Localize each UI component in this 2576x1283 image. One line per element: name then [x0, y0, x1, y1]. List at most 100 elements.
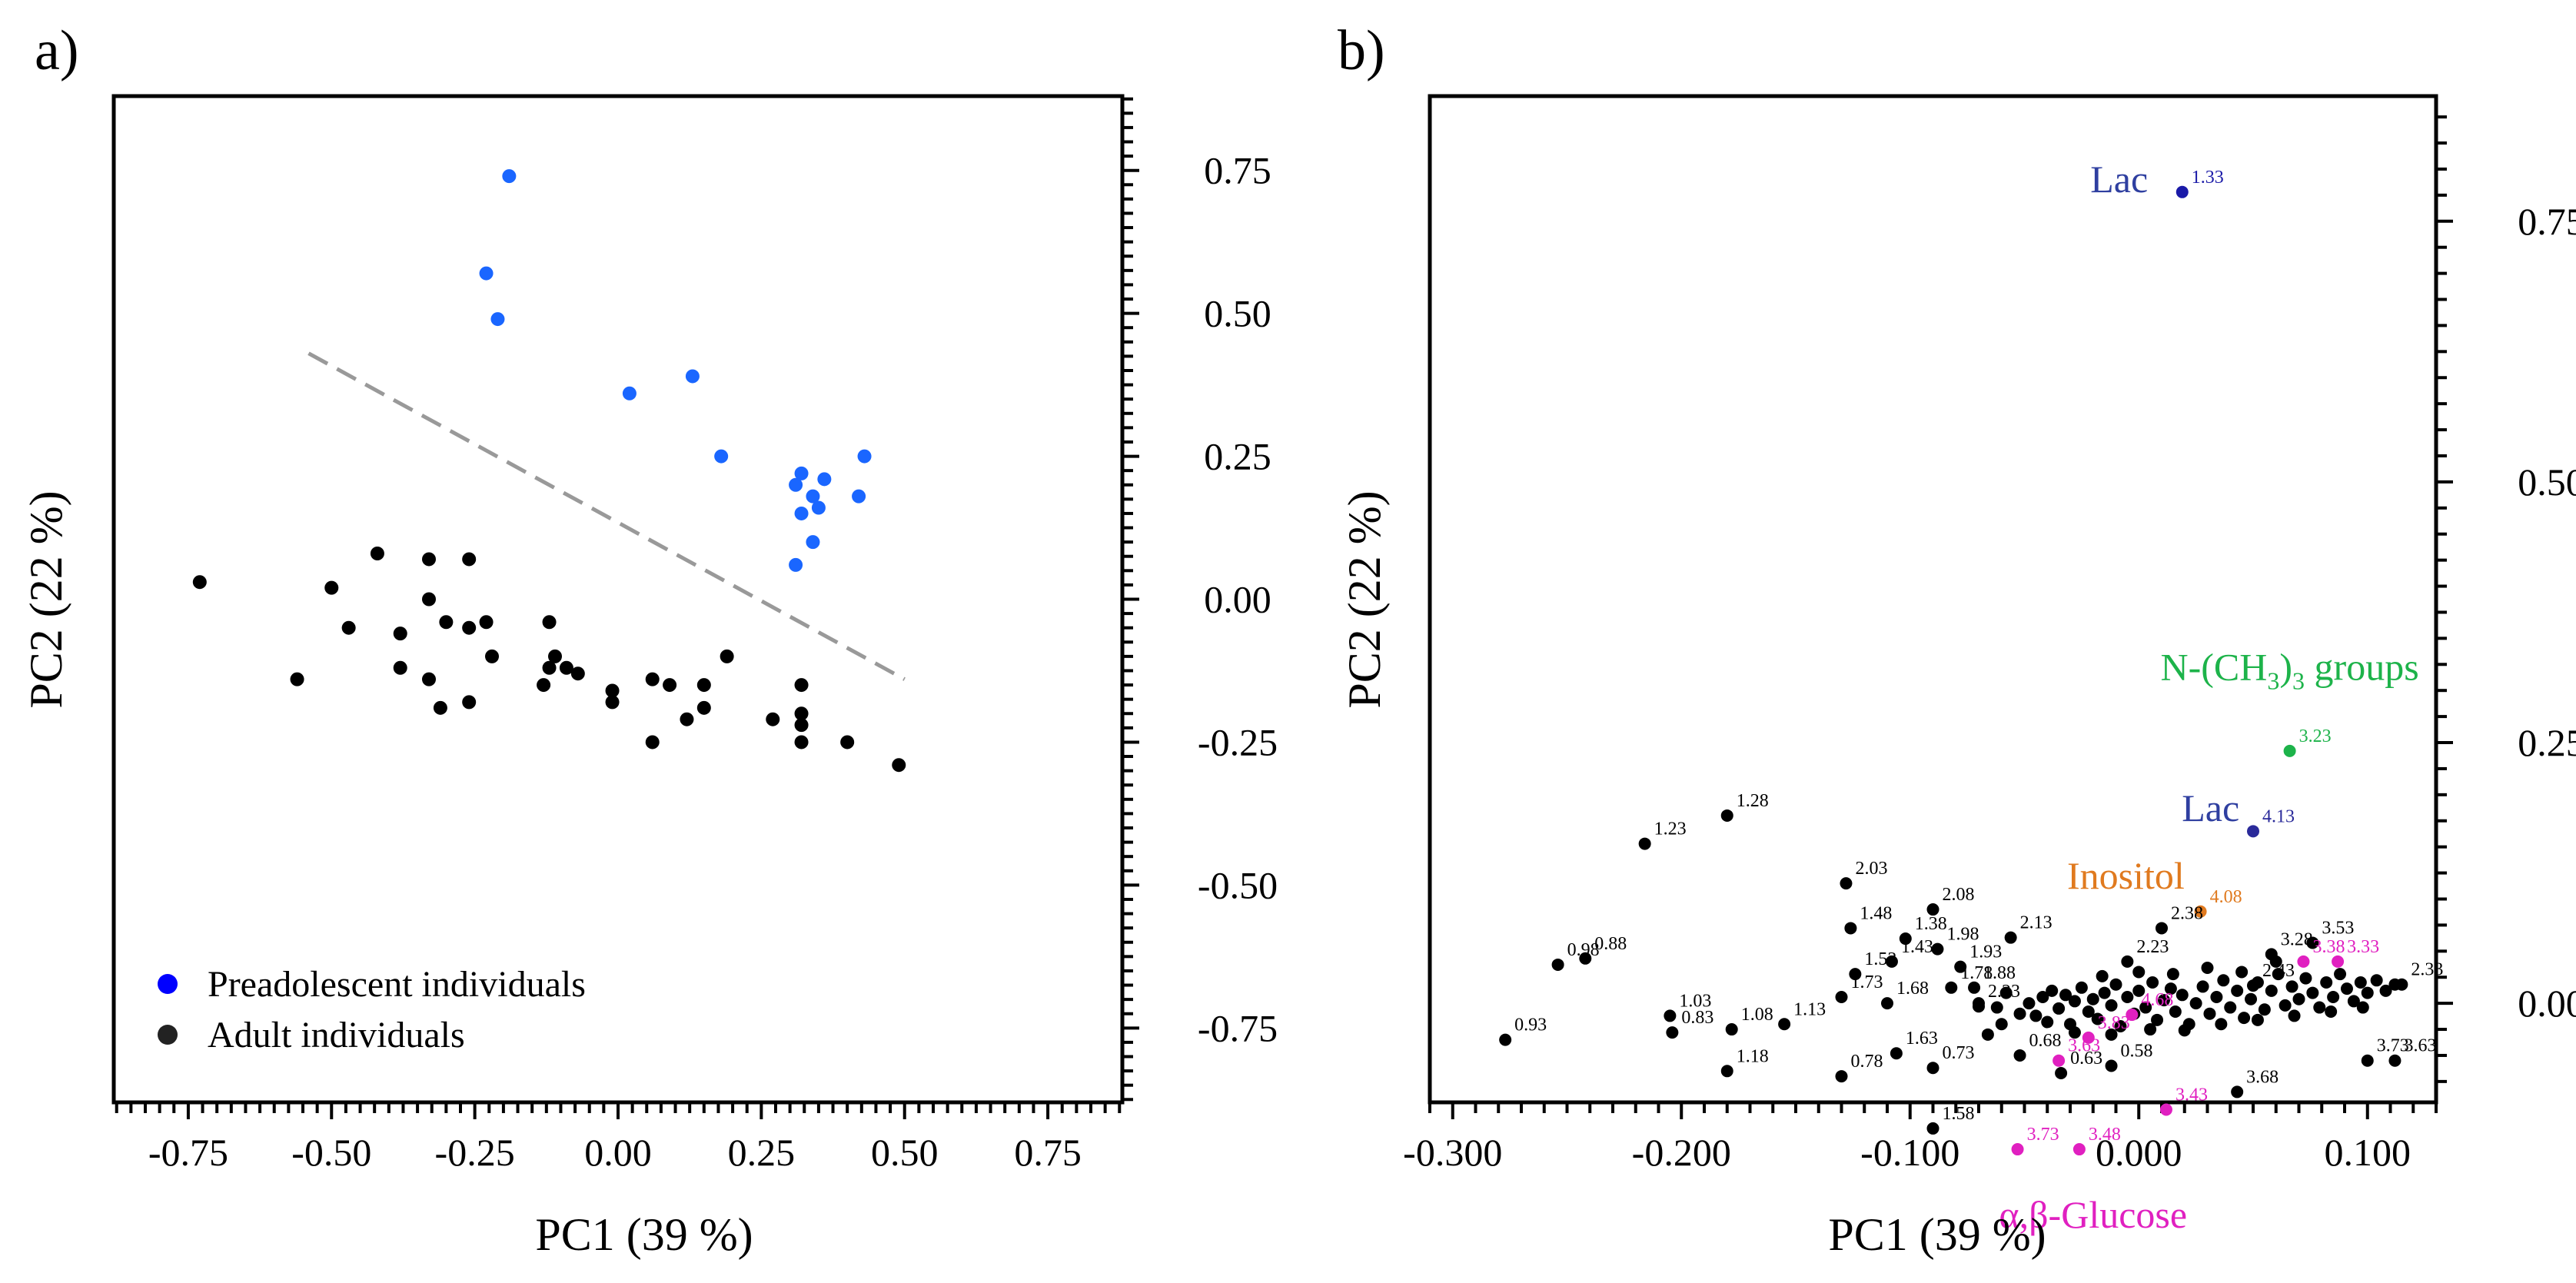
panel-a-label: a) [35, 19, 79, 82]
panel-a-legend: Preadolescent individuals Adult individu… [158, 964, 586, 1055]
panel-a-x-tick-label: 0.25 [728, 1131, 796, 1174]
panel-b-label: b) [1338, 19, 1385, 82]
loading-point [2283, 744, 2296, 757]
panel-b-x-tick-label: 0.000 [2096, 1131, 2182, 1174]
loading-point [2146, 976, 2159, 989]
separator-dashed-line [307, 351, 906, 681]
loading-point [2332, 955, 2345, 968]
loading-point [1885, 955, 1898, 968]
loading-point [2395, 978, 2408, 991]
adult-point [537, 678, 551, 693]
loading-point [1499, 1033, 1512, 1046]
loading-point [1551, 958, 1564, 971]
adult-point [680, 712, 694, 726]
loading-point-label: 1.03 [1679, 991, 1711, 1011]
loading-point [2159, 1103, 2172, 1116]
loading-point-label: 1.28 [1737, 791, 1769, 811]
loading-point [2340, 982, 2353, 995]
panel-a-y-axis-label: PC2 (22 %) [21, 490, 71, 708]
adult-point [422, 552, 436, 567]
loading-point-label: 3.63 [2068, 1036, 2100, 1056]
loading-point [2247, 979, 2259, 992]
panel-a-x-tick-label: 0.50 [871, 1131, 939, 1174]
loading-point-label: 1.93 [1969, 942, 2002, 962]
loading-point [2194, 905, 2207, 918]
loading-point [2196, 980, 2209, 993]
loading-point [2052, 1002, 2066, 1015]
adult-point [548, 649, 562, 663]
loading-point [1890, 1047, 1903, 1060]
loading-point [2011, 1143, 2024, 1156]
loading-point [1931, 942, 1944, 956]
loading-point [1954, 960, 1967, 973]
loading-point [2072, 1143, 2086, 1156]
panel-b-x-tick-label: -0.200 [1632, 1131, 1731, 1174]
adult-point [341, 620, 356, 635]
loading-point [2086, 992, 2099, 1005]
loading-point [2231, 984, 2244, 997]
loading-point [1835, 990, 1848, 1003]
loading-point [2361, 986, 2374, 999]
panel-a-y-tick-label: 0.50 [1204, 292, 1271, 335]
loading-point [1968, 981, 1981, 994]
loading-point [2299, 972, 2312, 985]
loading-point [2068, 995, 2081, 1008]
adult-point [422, 672, 436, 686]
loading-point [2052, 1054, 2066, 1067]
panel-a-y-tick-label: -0.25 [1198, 720, 1278, 763]
loading-point-label: 2.23 [2136, 937, 2169, 957]
loading-point [2029, 1009, 2043, 1022]
loading-point-label: 1.68 [1896, 979, 1929, 999]
loading-point [2096, 969, 2109, 982]
panel-a: a) -0.75 -0.50 -0.25 0.00 0.25 0.50 0.75 0.750… [21, 19, 1278, 1260]
annotation-part: groups [2305, 646, 2419, 689]
loading-point-label: 3.73 [2027, 1125, 2059, 1145]
panel-b-x-tick-label: -0.300 [1403, 1131, 1502, 1174]
annotation-lac: Lac [2182, 786, 2239, 829]
loading-point [2354, 976, 2367, 989]
loading-point [2189, 997, 2202, 1010]
preadolescent-point [794, 466, 809, 480]
preadolescent-point [622, 386, 637, 401]
adult-point [462, 552, 477, 567]
loading-point [2166, 968, 2179, 981]
adult-point [696, 678, 711, 693]
panel-b-labeled-points: 1.333.234.134.083.283.533.38 3.332.334.68… [1499, 168, 2443, 1156]
loading-point [2306, 936, 2319, 949]
loading-point [2224, 1001, 2237, 1014]
loading-point [2334, 968, 2347, 981]
loading-point-label: 0.68 [2029, 1031, 2062, 1051]
loading-point [2068, 1026, 2081, 1039]
loading-point [2075, 981, 2088, 994]
loading-point-label: 3.68 [2246, 1067, 2279, 1087]
preadolescent-point [794, 506, 809, 520]
panel-b-cluster-points [1973, 955, 2401, 1041]
adult-point [605, 683, 620, 698]
adult-point [393, 660, 407, 675]
loading-point [1638, 837, 1651, 850]
loading-point [2082, 1031, 2095, 1044]
loading-point-label: 3.73 [2377, 1036, 2409, 1056]
loading-point [1720, 809, 1733, 822]
preadolescent-point [685, 369, 700, 384]
loading-point [2036, 990, 2049, 1003]
adult-point [794, 735, 809, 750]
loading-point-label: 3.53 [2322, 918, 2354, 938]
loading-point [2272, 968, 2285, 981]
loading-point-label: 4.08 [2210, 887, 2242, 907]
loading-point [2156, 922, 2168, 935]
loading-point-label: 1.63 [1906, 1029, 1938, 1049]
loading-point-label: 0.93 [1514, 1015, 1547, 1035]
loading-point-label: 3.63 [2404, 1036, 2436, 1056]
adult-point [393, 627, 407, 641]
loading-point [2238, 1012, 2251, 1025]
adult-point [439, 615, 454, 630]
loading-point-label: 3.83 [2098, 1013, 2130, 1033]
adult-point [324, 580, 339, 595]
loading-point [1720, 1065, 1733, 1078]
adult-point [559, 660, 573, 675]
loading-point [2327, 990, 2340, 1003]
loading-point [1881, 997, 1893, 1010]
adult-point [892, 758, 906, 773]
